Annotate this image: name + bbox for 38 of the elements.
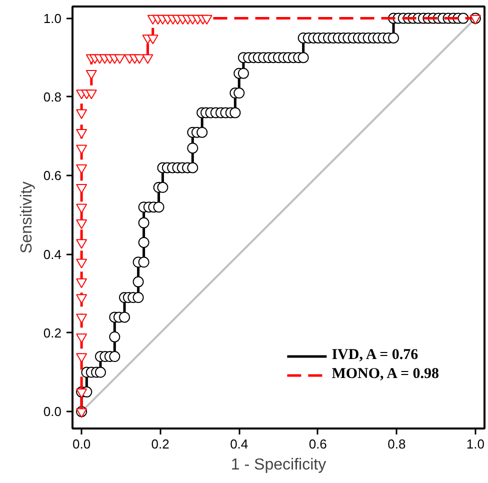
y-tick-label: 0.0 <box>43 404 62 420</box>
point <box>76 184 88 194</box>
legend-label: MONO, A = 0.98 <box>332 366 439 383</box>
y-tick-label: 0.8 <box>43 89 62 104</box>
point <box>76 164 88 174</box>
point <box>76 333 88 344</box>
x-tick-label: 0.2 <box>151 436 170 452</box>
point <box>147 34 158 44</box>
point <box>76 314 88 324</box>
point <box>76 258 88 268</box>
y-tick-label: 0.2 <box>43 325 62 340</box>
y-tick-label: 1.0 <box>43 10 62 26</box>
legend-label: IVD, A = 0.76 <box>332 347 418 364</box>
point <box>114 54 126 64</box>
point <box>76 204 88 214</box>
point <box>76 388 88 398</box>
point <box>76 294 88 304</box>
point <box>76 278 88 288</box>
point <box>76 239 88 249</box>
point <box>76 128 88 139</box>
point <box>86 90 97 100</box>
point <box>76 144 88 154</box>
point <box>76 109 88 119</box>
point <box>76 219 88 230</box>
point <box>201 14 212 25</box>
point <box>142 54 154 64</box>
x-tick-label: 0.4 <box>230 436 248 452</box>
point <box>134 54 145 64</box>
x-tick-label: 0.6 <box>308 436 327 452</box>
y-tick-label: 0.4 <box>43 246 62 262</box>
x-tick-label: 0.8 <box>388 436 406 452</box>
x-tick-label: 1.0 <box>466 436 484 452</box>
x-axis-title: 1 - Specificity <box>230 456 326 474</box>
point <box>86 70 97 80</box>
point <box>76 353 88 363</box>
y-tick-label: 0.6 <box>43 168 62 184</box>
y-axis-title: Sensitivity <box>18 181 36 254</box>
x-tick-label: 0.0 <box>72 436 91 452</box>
